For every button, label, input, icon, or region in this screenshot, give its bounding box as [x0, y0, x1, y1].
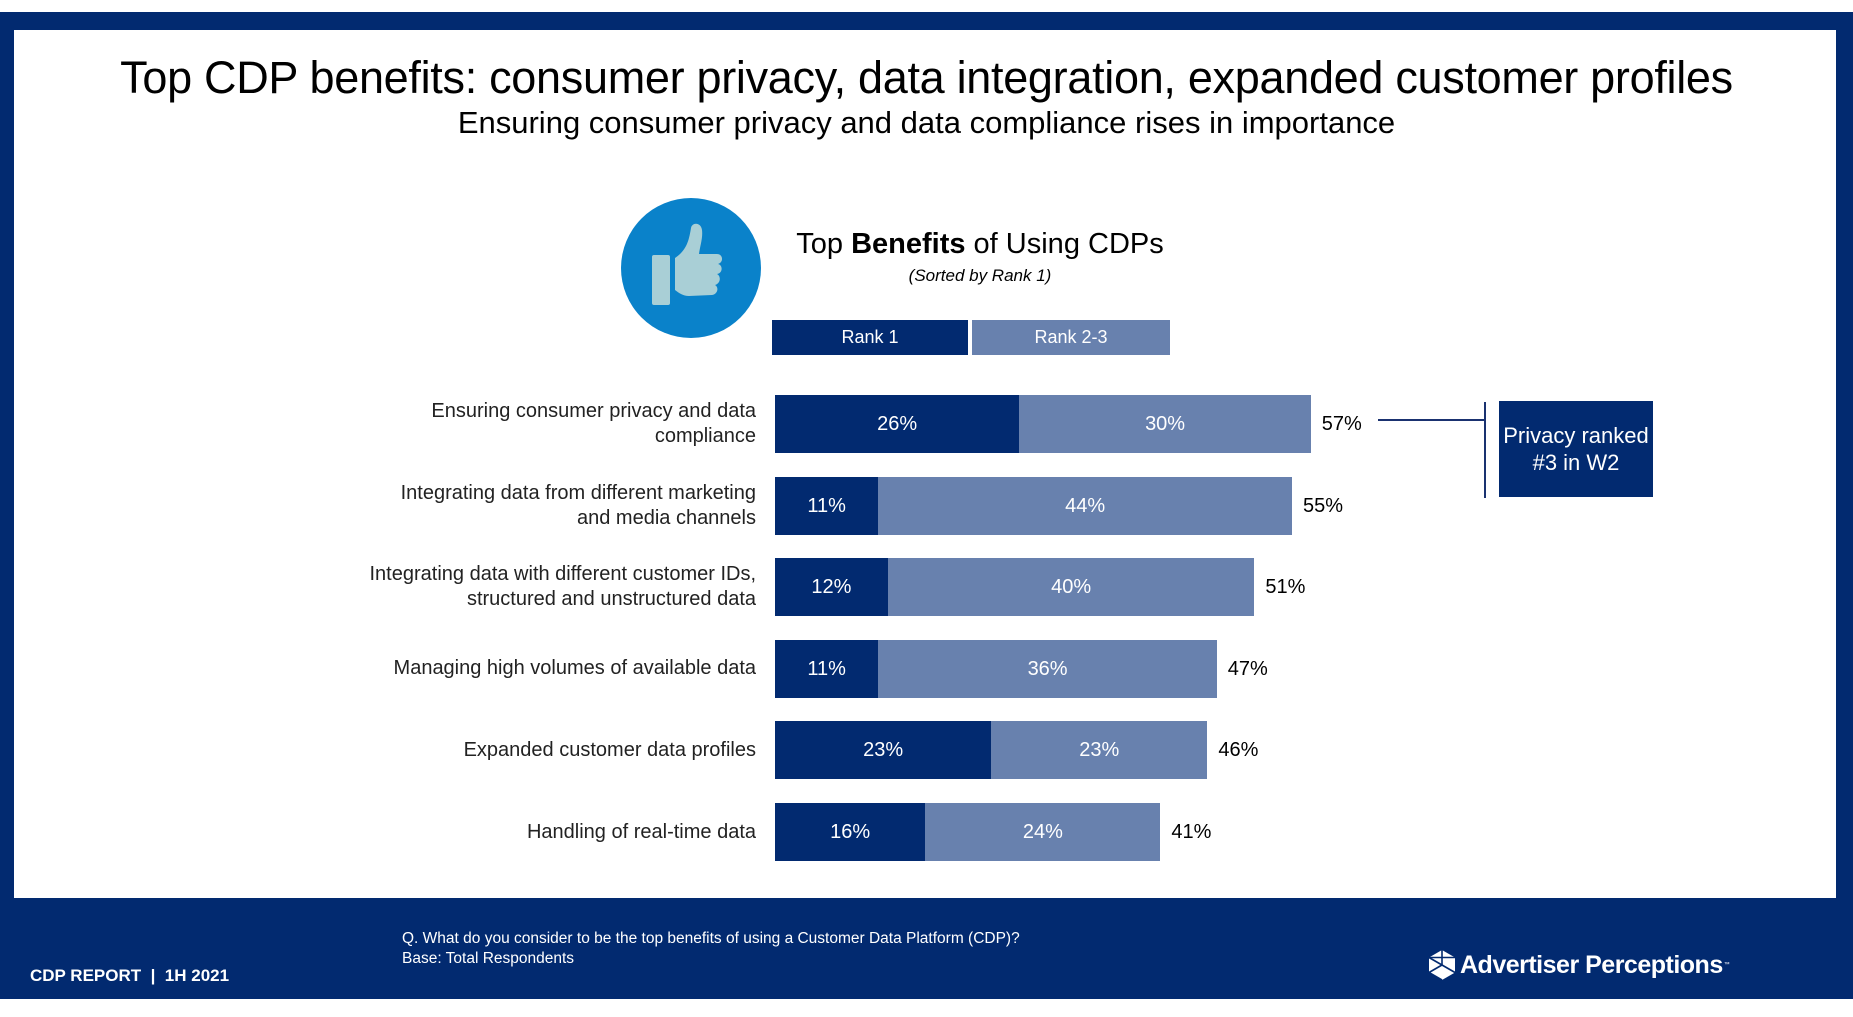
data-label: 36%	[1027, 657, 1068, 680]
category-label: Expanded customer data profiles	[296, 738, 756, 763]
category-label: Managing high volumes of available data	[296, 656, 756, 681]
bar-segment-rank-1: 23%	[775, 721, 992, 780]
bar-segment-rank-2-3: 36%	[878, 639, 1217, 698]
category-label-line: Integrating data from different marketin…	[400, 481, 756, 504]
frame-left-border	[0, 12, 14, 918]
category-label-line: compliance	[654, 425, 756, 447]
thumbs-up-icon	[621, 198, 761, 338]
bar-segment-rank-2-3: 24%	[925, 803, 1161, 861]
base-text: Base: Total Respondents	[402, 950, 575, 967]
chart-subtitle: (Sorted by Rank 1)	[908, 266, 1052, 285]
slide-subtitle: Ensuring consumer privacy and data compl…	[457, 105, 1396, 140]
question-text: Q. What do you consider to be the top be…	[402, 930, 1020, 947]
data-label: 30%	[1145, 413, 1186, 435]
total-label: 47%	[1227, 657, 1268, 680]
category-label-line: and media channels	[576, 506, 756, 529]
bar-segment-rank-1: 16%	[775, 803, 926, 861]
data-label: 23%	[863, 739, 904, 762]
bar-segment-rank-1: 11%	[775, 639, 879, 698]
data-label: 40%	[1051, 576, 1092, 599]
bar-segment-rank-2-3: 30%	[1019, 395, 1311, 453]
category-label-line: Integrating data with different customer…	[369, 563, 757, 586]
data-label: 24%	[1022, 821, 1063, 843]
data-label: 16%	[830, 821, 871, 843]
callout-line-2: #3 in W2	[1532, 450, 1620, 475]
callout-line-1: Privacy ranked	[1503, 423, 1649, 448]
frame-top-border	[0, 12, 1853, 30]
category-label: Integrating data from different marketin…	[296, 481, 756, 531]
survey-question: Q. What do you consider to be the top be…	[402, 929, 1020, 969]
category-label-line: Handling of real-time data	[526, 820, 756, 843]
data-label: 11%	[807, 494, 846, 517]
slide-title: Top CDP benefits: consumer privacy, data…	[120, 52, 1733, 103]
chart-title-bold: Benefits	[851, 228, 966, 260]
logo-text: Advertiser Perceptions	[1460, 950, 1723, 979]
bar-segment-rank-2-3: 23%	[991, 721, 1208, 780]
chart-title-suffix: of Using CDPs	[965, 228, 1164, 260]
data-label: 12%	[811, 576, 852, 599]
total-label: 57%	[1321, 413, 1362, 435]
bar-segment-rank-2-3: 40%	[887, 558, 1255, 617]
callout-bracket-line	[1484, 402, 1486, 498]
legend-rank-2-3: Rank 2-3	[972, 320, 1170, 355]
chart-title: Top Benefits of Using CDPs	[760, 228, 1200, 261]
total-label: 41%	[1171, 821, 1212, 843]
callout-connector-line	[1378, 419, 1485, 421]
data-label: 44%	[1065, 494, 1106, 517]
category-label: Handling of real-time data	[296, 820, 756, 845]
total-label: 46%	[1218, 739, 1259, 762]
category-label-line: Expanded customer data profiles	[463, 738, 756, 761]
data-label: 26%	[877, 413, 918, 435]
hexagon-logo-icon	[1428, 950, 1456, 981]
footer-bar	[0, 898, 1853, 999]
bar-segment-rank-1: 11%	[775, 476, 879, 535]
category-label-line: Managing high volumes of available data	[393, 657, 756, 680]
data-label: 23%	[1079, 739, 1120, 762]
total-label: 51%	[1265, 576, 1306, 599]
privacy-callout-box: Privacy ranked #3 in W2	[1499, 401, 1653, 497]
advertiser-perceptions-logo: Advertiser Perceptions ™	[1428, 948, 1730, 982]
category-label: Ensuring consumer privacy and data compli…	[296, 399, 756, 449]
bar-segment-rank-1: 26%	[775, 395, 1020, 453]
legend-rank-1: Rank 1	[772, 320, 968, 355]
chart-title-prefix: Top	[796, 228, 852, 260]
bar-segment-rank-1: 12%	[775, 558, 888, 617]
total-label: 55%	[1303, 494, 1344, 517]
category-label-line: structured and unstructured data	[466, 588, 756, 611]
logo-trademark: ™	[1723, 962, 1730, 968]
report-label: CDP REPORT | 1H 2021	[30, 966, 230, 985]
data-label: 11%	[807, 657, 846, 680]
category-label-line: Ensuring consumer privacy and data	[431, 400, 756, 422]
bar-segment-rank-2-3: 44%	[878, 476, 1292, 535]
category-label: Integrating data with different customer…	[296, 562, 757, 612]
frame-right-border	[1836, 12, 1853, 918]
